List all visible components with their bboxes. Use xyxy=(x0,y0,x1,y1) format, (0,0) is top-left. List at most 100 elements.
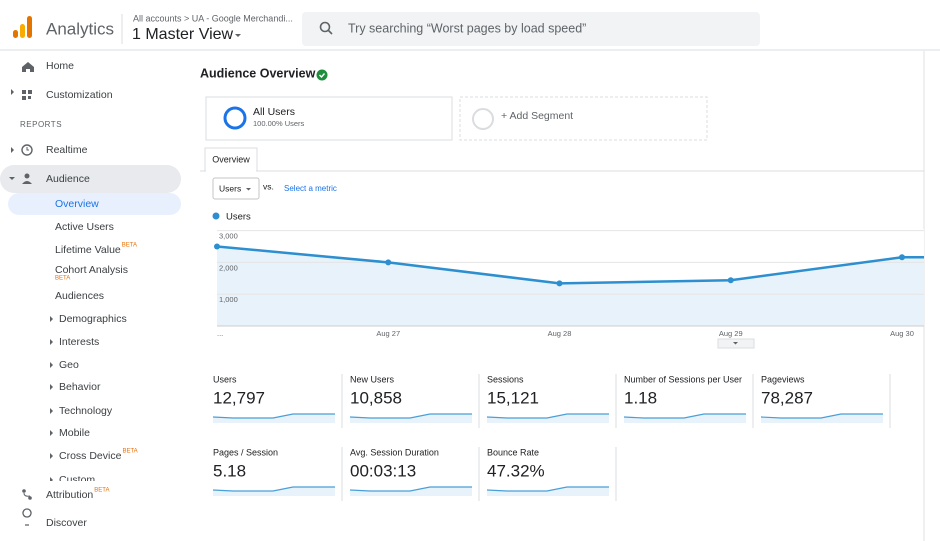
point xyxy=(556,280,563,287)
nav-item[interactable]: Realtime xyxy=(46,144,88,156)
sparkline xyxy=(486,413,609,419)
metric-label: Number of Sessions per User xyxy=(624,374,742,384)
metric-label: Pageviews xyxy=(761,374,805,384)
breadcrumb[interactable]: All accounts > UA - Google Merchandi... xyxy=(133,13,293,23)
metric-label: New Users xyxy=(350,374,395,384)
nav-item[interactable]: Cross Device xyxy=(59,450,122,462)
nav-item[interactable]: Mobile xyxy=(59,427,90,439)
nav-item[interactable]: Attribution xyxy=(46,489,93,501)
search-box[interactable] xyxy=(302,12,760,46)
expand-arrow xyxy=(50,316,53,322)
verified-badge xyxy=(316,69,328,81)
area-fill xyxy=(217,246,924,326)
x-tick-label: ... xyxy=(217,329,223,338)
point xyxy=(899,254,905,261)
sidebar-icons xyxy=(9,62,34,526)
expand-arrow xyxy=(50,362,53,368)
nav-item[interactable]: Custom xyxy=(59,474,95,486)
segment-card[interactable] xyxy=(205,96,453,141)
sparkline xyxy=(212,486,335,492)
tab-cover xyxy=(206,169,256,172)
metric-label: Avg. Session Duration xyxy=(350,447,439,457)
metric-value: 47.32% xyxy=(487,461,545,480)
sidebar-scroll: Home Customization REPORTS Realtime Audience… xyxy=(20,60,138,486)
expand-arrow xyxy=(50,384,53,390)
sparkline-fill xyxy=(350,487,472,496)
analytics-logo xyxy=(13,16,32,38)
sparkline-fill xyxy=(487,414,609,423)
resize-caret xyxy=(733,342,738,345)
nav-item[interactable]: Customization xyxy=(46,89,113,101)
tab-label: Overview xyxy=(212,154,250,164)
nav-item[interactable]: Technology xyxy=(59,405,113,417)
view-caret xyxy=(235,34,241,37)
add-segment-card[interactable] xyxy=(459,96,708,141)
beta-badge: BETA xyxy=(122,449,137,455)
chart: Users 1,000 2,000 3,000... Aug 27 Aug 28 Aug 2… xyxy=(212,212,924,338)
metric-dropdown[interactable] xyxy=(212,177,260,200)
beta-badge: BETA xyxy=(55,276,70,282)
legend-label: Users xyxy=(226,212,251,223)
nav-item[interactable]: Home xyxy=(46,60,74,72)
nav-item[interactable]: Active Users xyxy=(55,221,114,233)
sparkline-fill xyxy=(761,414,883,423)
beta-badge: BETA xyxy=(94,488,109,494)
x-tick-label: Aug 29 xyxy=(719,329,743,338)
add-segment[interactable]: + Add Segment xyxy=(501,110,573,122)
sparkline xyxy=(349,413,472,419)
report-title: Audience Overview xyxy=(200,66,316,80)
segment-ring xyxy=(223,106,247,130)
nav-item[interactable]: Overview xyxy=(55,198,99,210)
metric-value: 78,287 xyxy=(761,388,813,407)
metric-value: 00:03:13 xyxy=(350,461,416,480)
selected-item-bg xyxy=(8,193,181,215)
nav-item[interactable]: Lifetime Value xyxy=(55,244,121,256)
sparkline-fill xyxy=(213,414,335,423)
sparkline xyxy=(623,413,746,419)
legend-dot xyxy=(212,212,220,220)
segment-detail: 100.00% Users xyxy=(253,119,305,128)
active-section-bg xyxy=(0,165,181,193)
expand-arrow xyxy=(50,477,53,481)
metric-value: 15,121 xyxy=(487,388,539,407)
dropdown-caret xyxy=(246,188,251,191)
y-tick-label: 3,000 xyxy=(219,232,238,241)
metric-tiles: Users 12,797 New Users 10,858 Sessions 15,121… xyxy=(212,374,891,501)
y-tick-label: 2,000 xyxy=(219,263,238,272)
metric-value: 5.18 xyxy=(213,461,246,480)
sparkline xyxy=(760,413,883,419)
y-tick-label: 1,000 xyxy=(219,295,238,304)
sidebar xyxy=(0,51,198,541)
segment-name: All Users xyxy=(253,106,295,118)
point xyxy=(214,243,220,250)
expand-arrow xyxy=(50,453,53,459)
beta-badge: BETA xyxy=(122,243,137,249)
brand: Analytics xyxy=(46,19,114,38)
nav-item[interactable]: Discover xyxy=(46,517,87,529)
x-tick-label: Aug 28 xyxy=(548,329,572,338)
nav-item[interactable]: Interests xyxy=(59,336,99,348)
search-icon xyxy=(319,21,333,35)
sidebar-items: Home Customization REPORTS Realtime Audience… xyxy=(20,60,138,529)
x-tick-label: Aug 30 xyxy=(890,329,914,338)
nav-item[interactable]: Demographics xyxy=(59,313,127,325)
point xyxy=(727,277,734,284)
nav-item[interactable]: Behavior xyxy=(59,381,101,393)
nav-item[interactable]: Cohort Analysis xyxy=(55,264,128,276)
view-selector[interactable]: 1 Master View xyxy=(132,26,234,43)
select-metric[interactable]: Select a metric xyxy=(284,184,337,193)
nav-item[interactable]: Audience xyxy=(46,173,90,185)
metric-value: 12,797 xyxy=(213,388,265,407)
sparkline-fill xyxy=(624,414,746,423)
nav-item[interactable]: Geo xyxy=(59,359,79,371)
section-heading: REPORTS xyxy=(20,120,62,129)
metric-value: 1.18 xyxy=(624,388,657,407)
add-segment-ring xyxy=(472,108,494,130)
metric-value: 10,858 xyxy=(350,388,402,407)
sparkline xyxy=(212,413,335,419)
expand-arrow xyxy=(50,408,53,414)
nav-item[interactable]: Audiences xyxy=(55,290,104,302)
expand-arrow xyxy=(50,430,53,436)
line xyxy=(217,245,924,285)
